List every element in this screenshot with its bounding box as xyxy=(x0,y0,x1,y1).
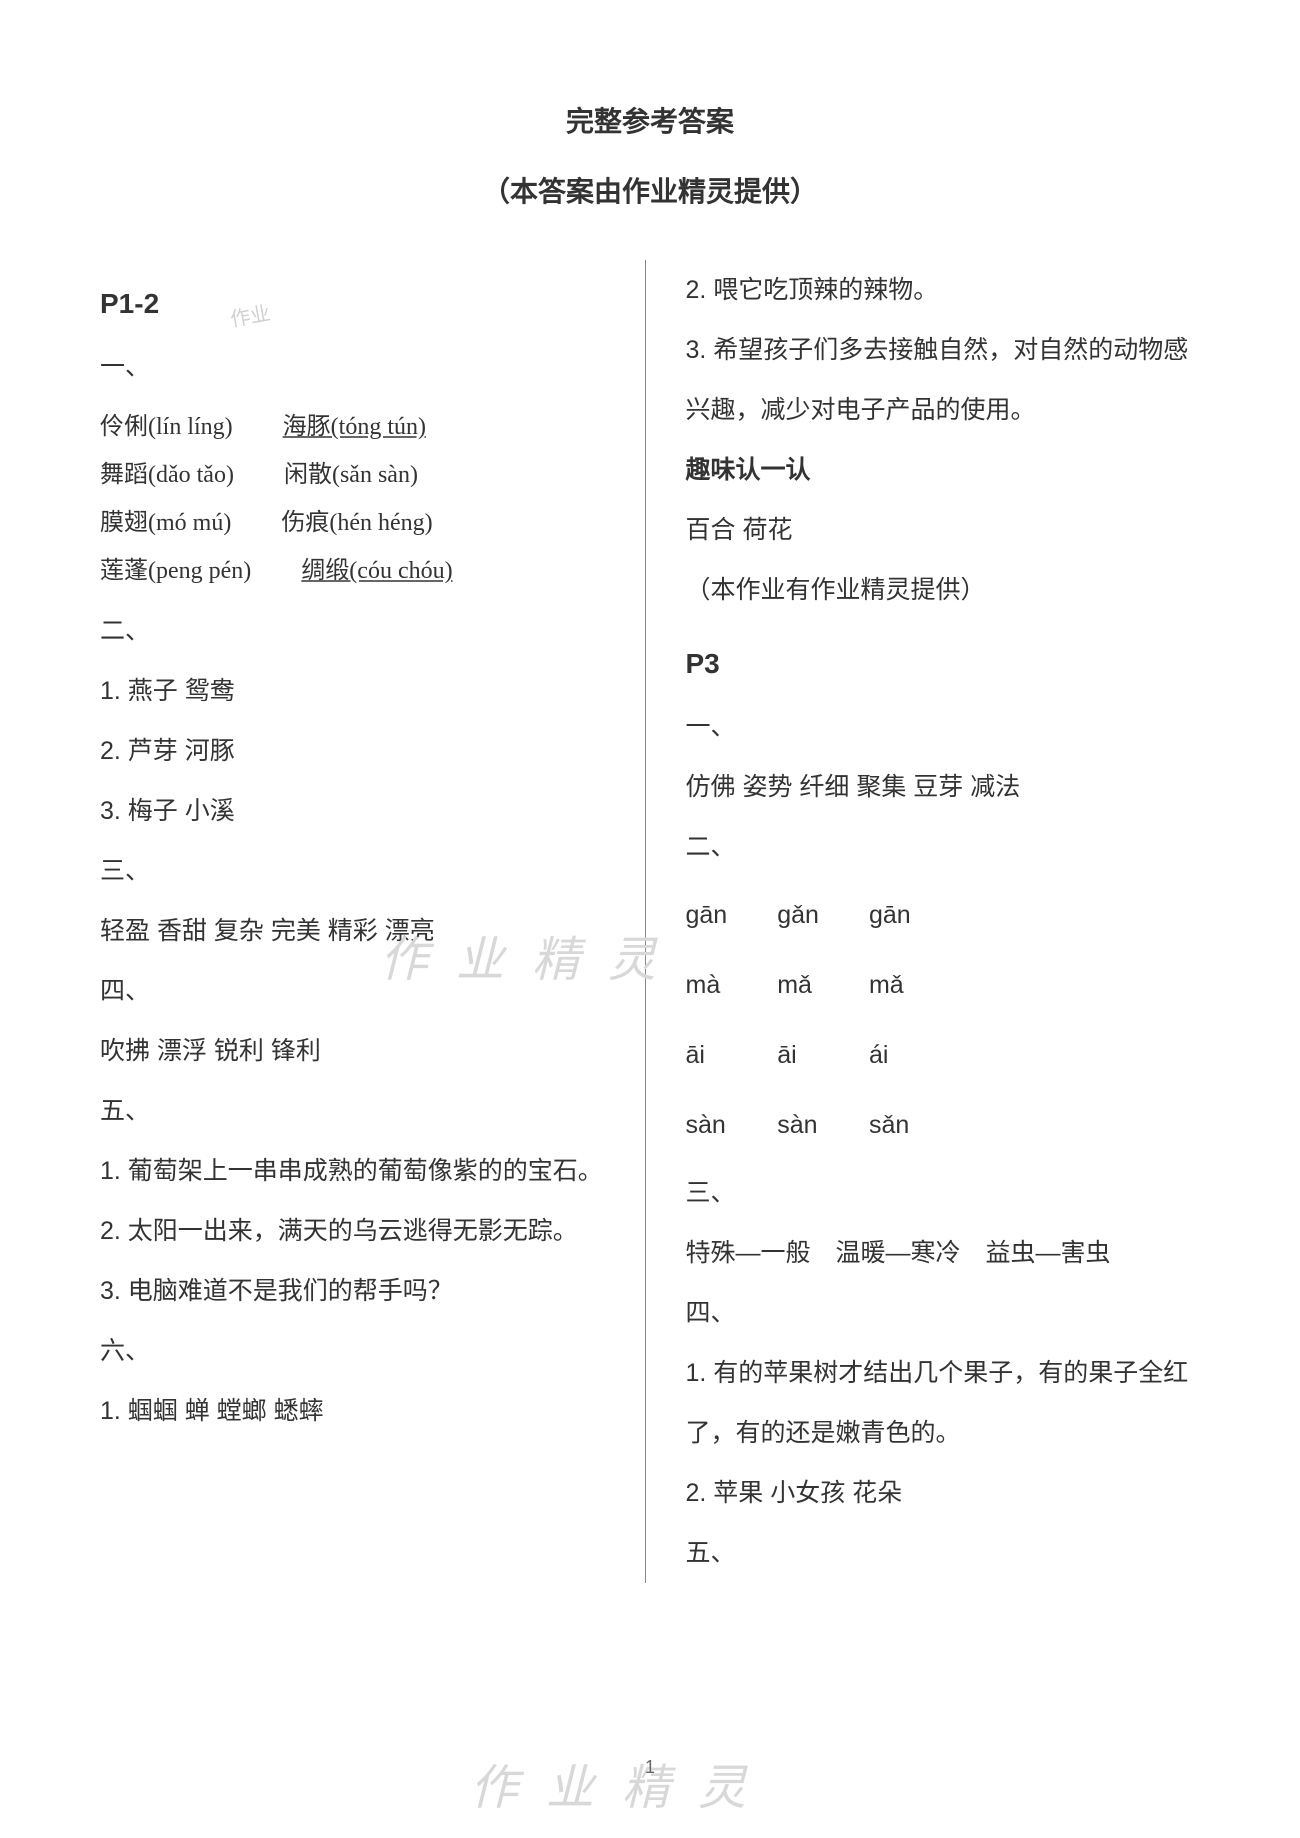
answer-line: 1. 葡萄架上一串串成熟的葡萄像紫的的宝石。 xyxy=(100,1141,615,1201)
pinyin-item: 海豚(tóng tún) xyxy=(283,403,426,451)
pinyin-cell: āi xyxy=(777,1025,819,1085)
answer-line: 2. 太阳一出来，满天的乌云逃得无影无踪。 xyxy=(100,1201,615,1261)
fun-title: 趣味认一认 xyxy=(686,440,1201,500)
page-ref-right: P3 xyxy=(686,630,1201,697)
section-5-label: 五、 xyxy=(100,1081,615,1141)
pinyin-cell: mà xyxy=(686,955,728,1015)
answer-line: 2. 喂它吃顶辣的辣物。 xyxy=(686,260,1201,320)
pinyin-row: 莲蓬(peng pén) 绸缎(cóu chóu) xyxy=(100,547,615,595)
section-2-label: 二、 xyxy=(100,601,615,661)
pinyin-item: 伶俐(lín líng) xyxy=(100,403,233,451)
answer-line: 1. 有的苹果树才结出几个果子，有的果子全红了，有的还是嫩青色的。 xyxy=(686,1343,1201,1463)
pinyin-cell: gān xyxy=(686,885,728,945)
content-columns: P1-2 一、 伶俐(lín líng) 海豚(tóng tún) 舞蹈(dǎo… xyxy=(100,260,1200,1583)
page-ref-left: P1-2 xyxy=(100,270,615,337)
pinyin-item: 闲散(sǎn sàn) xyxy=(284,451,418,499)
pinyin-cell: sàn xyxy=(686,1095,728,1155)
answer-line: 2. 苹果 小女孩 花朵 xyxy=(686,1463,1201,1523)
pinyin-cell: mǎ xyxy=(869,955,911,1015)
answer-line: 3. 电脑难道不是我们的帮手吗？ xyxy=(100,1261,615,1321)
pinyin-item: 舞蹈(dǎo tǎo) xyxy=(100,451,234,499)
page-number: 1 xyxy=(645,1757,655,1778)
pinyin-item: 绸缎(cóu chóu) xyxy=(301,547,452,595)
answer-line: 仿佛 姿势 纤细 聚集 豆芽 减法 xyxy=(686,757,1201,817)
section-5-label: 五、 xyxy=(686,1523,1201,1583)
answer-line: 吹拂 漂浮 锐利 锋利 xyxy=(100,1021,615,1081)
answer-line: 轻盈 香甜 复杂 完美 精彩 漂亮 xyxy=(100,901,615,961)
pinyin-cell: gǎn xyxy=(777,885,819,945)
section-3-label: 三、 xyxy=(686,1163,1201,1223)
pinyin-row: 膜翅(mó mú) 伤痕(hén héng) xyxy=(100,499,615,547)
answer-line: 1. 燕子 鸳鸯 xyxy=(100,661,615,721)
answer-line: 特殊—一般 温暖—寒冷 益虫—害虫 xyxy=(686,1223,1201,1283)
section-1-label: 一、 xyxy=(100,337,615,397)
credit-line: （本作业有作业精灵提供） xyxy=(686,560,1201,620)
section-6-label: 六、 xyxy=(100,1321,615,1381)
pinyin-cell: sǎn xyxy=(869,1095,911,1155)
pinyin-item: 莲蓬(peng pén) xyxy=(100,547,251,595)
answer-line: 2. 芦芽 河豚 xyxy=(100,721,615,781)
title-block: 完整参考答案 （本答案由作业精灵提供） xyxy=(100,100,1200,210)
answer-line: 百合 荷花 xyxy=(686,500,1201,560)
sub-title: （本答案由作业精灵提供） xyxy=(100,170,1200,210)
answer-line: 3. 希望孩子们多去接触自然，对自然的动物感兴趣，减少对电子产品的使用。 xyxy=(686,320,1201,440)
pinyin-row: 伶俐(lín líng) 海豚(tóng tún) xyxy=(100,403,615,451)
section-4-label: 四、 xyxy=(100,961,615,1021)
left-column: P1-2 一、 伶俐(lín líng) 海豚(tóng tún) 舞蹈(dǎo… xyxy=(100,260,646,1583)
pinyin-row: 舞蹈(dǎo tǎo) 闲散(sǎn sàn) xyxy=(100,451,615,499)
right-column: 2. 喂它吃顶辣的辣物。 3. 希望孩子们多去接触自然，对自然的动物感兴趣，减少… xyxy=(686,260,1201,1583)
section-4-label: 四、 xyxy=(686,1283,1201,1343)
pinyin-cell: ái xyxy=(869,1025,911,1085)
pinyin-cell: mǎ xyxy=(777,955,819,1015)
answer-line: 3. 梅子 小溪 xyxy=(100,781,615,841)
pinyin-item: 伤痕(hén héng) xyxy=(281,499,432,547)
pinyin-grid: gān gǎn gān mà mǎ mǎ āi āi ái sàn sàn sǎ… xyxy=(686,885,1201,1155)
pinyin-cell: sàn xyxy=(777,1095,819,1155)
section-3-label: 三、 xyxy=(100,841,615,901)
pinyin-item: 膜翅(mó mú) xyxy=(100,499,231,547)
answer-line: 1. 蝈蝈 蝉 螳螂 蟋蟀 xyxy=(100,1381,615,1441)
watermark: 作 业 精 灵 xyxy=(470,1748,754,1818)
main-title: 完整参考答案 xyxy=(100,100,1200,140)
section-2-label: 二、 xyxy=(686,817,1201,877)
section-1-label: 一、 xyxy=(686,697,1201,757)
pinyin-block: 伶俐(lín líng) 海豚(tóng tún) 舞蹈(dǎo tǎo) 闲散… xyxy=(100,397,615,601)
pinyin-cell: āi xyxy=(686,1025,728,1085)
pinyin-cell: gān xyxy=(869,885,911,945)
